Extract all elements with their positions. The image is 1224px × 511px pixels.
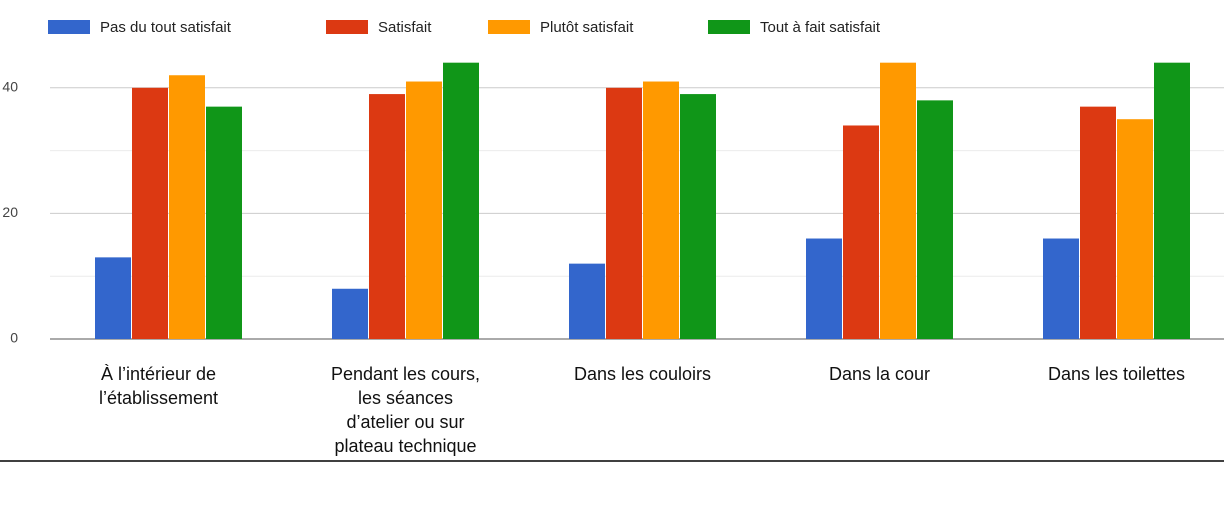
legend-label: Pas du tout satisfait	[100, 19, 232, 36]
y-tick-label: 20	[2, 204, 18, 220]
bar	[880, 62, 916, 340]
x-tick-label: À l’intérieur de l’établissement	[98, 364, 219, 408]
bar	[169, 75, 205, 340]
legend-label: Plutôt satisfait	[540, 19, 634, 36]
bar	[1117, 119, 1153, 339]
y-tick-label: 0	[10, 330, 18, 346]
bar	[369, 94, 405, 339]
bar	[206, 106, 242, 339]
y-tick-label: 40	[2, 79, 18, 95]
bar	[95, 257, 131, 339]
x-tick-label: Dans la cour	[828, 364, 931, 384]
bar	[443, 62, 479, 340]
bar	[406, 81, 442, 340]
legend-swatch	[326, 20, 368, 34]
x-tick-label: Pendant les cours, les séances d’atelier…	[330, 364, 481, 456]
bar	[917, 100, 953, 339]
bar	[132, 87, 168, 339]
legend-swatch	[48, 20, 90, 34]
bar	[1080, 106, 1116, 339]
bar	[332, 288, 368, 339]
x-tick-label: Dans les toilettes	[1047, 364, 1186, 384]
legend-swatch	[488, 20, 530, 34]
bar	[606, 87, 642, 339]
bar	[1043, 238, 1079, 339]
x-tick-label: Dans les couloirs	[573, 364, 712, 384]
legend-label: Satisfait	[378, 19, 432, 36]
bar	[843, 125, 879, 339]
legend-swatch	[708, 20, 750, 34]
bar	[680, 94, 716, 339]
bar	[569, 263, 605, 339]
bar	[806, 238, 842, 339]
bar	[643, 81, 679, 340]
legend-label: Tout à fait satisfait	[760, 19, 881, 36]
bar	[1154, 62, 1190, 340]
